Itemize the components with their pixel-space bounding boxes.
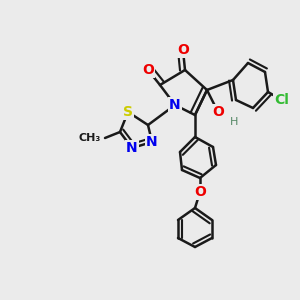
Text: O: O	[212, 105, 224, 119]
Text: O: O	[194, 185, 206, 199]
Text: N: N	[146, 135, 158, 149]
Text: N: N	[126, 141, 138, 155]
Text: O: O	[177, 43, 189, 57]
Text: H: H	[230, 117, 238, 127]
Text: CH₃: CH₃	[79, 133, 101, 143]
Text: Cl: Cl	[274, 93, 290, 107]
Text: N: N	[169, 98, 181, 112]
Text: S: S	[123, 105, 133, 119]
Text: O: O	[142, 63, 154, 77]
